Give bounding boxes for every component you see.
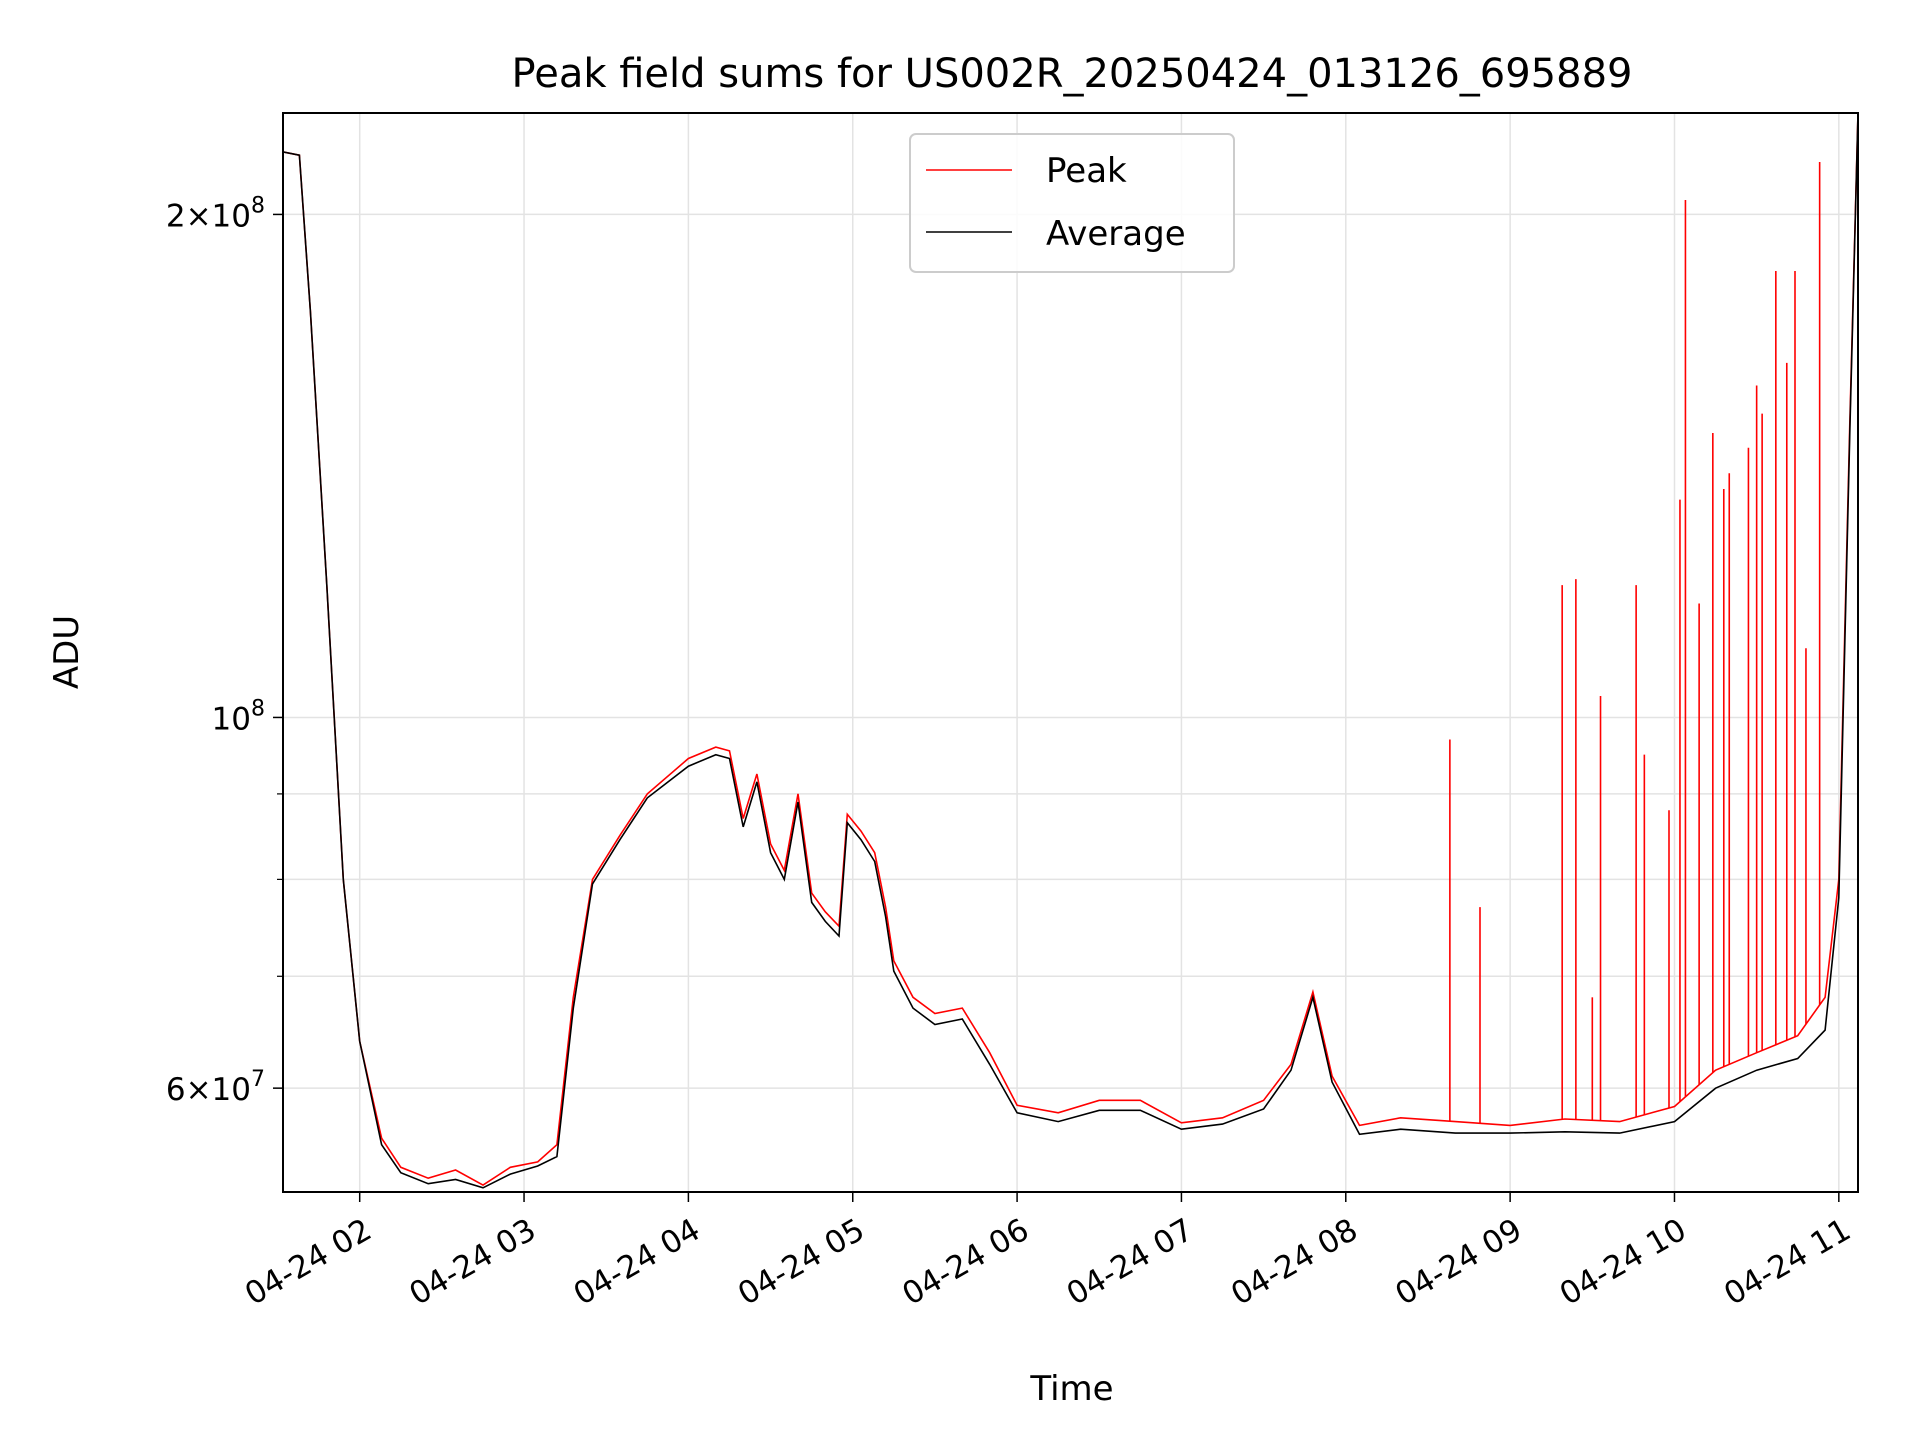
y-tick-label: 2×108 [166,193,265,234]
series-average-line [283,113,1858,1189]
y-tick-label: 108 [212,696,265,737]
legend-label-average: Average [1046,214,1186,254]
series-peak-line [283,113,1858,1187]
series-layer [283,113,1858,1189]
grid [283,113,1858,1192]
x-axis-label: Time [1029,1369,1113,1409]
plot-frame [282,112,1859,1193]
y-tick-label: 6×107 [166,1067,265,1108]
chart-title: Peak field sums for US002R_20250424_0131… [512,51,1633,97]
y-axis-ticks: 6×107 108 2×108 [166,193,283,1108]
y-axis-label: ADU [47,615,87,689]
legend: Peak Average [909,133,1235,273]
legend-label-peak: Peak [1046,151,1127,191]
legend-frame [909,133,1235,273]
